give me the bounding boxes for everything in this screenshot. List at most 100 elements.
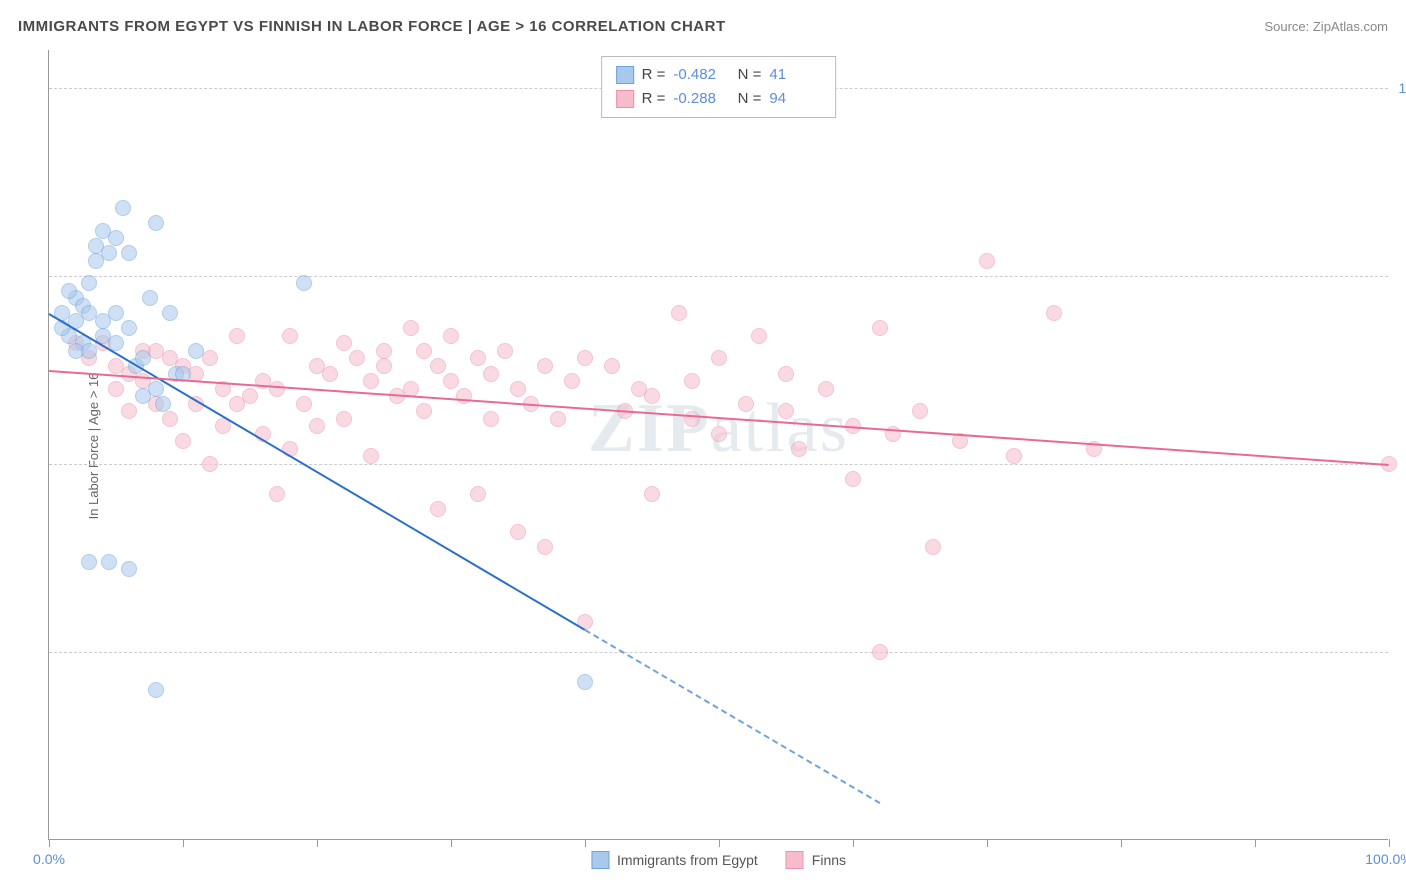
regression-line-dashed [584,629,880,804]
data-point [108,305,124,321]
stat-r-value: -0.288 [673,87,725,111]
data-point [336,411,352,427]
data-point [872,320,888,336]
legend-swatch [591,851,609,869]
data-point [550,411,566,427]
x-tick [1255,839,1256,847]
chart-container: ZIPatlas 25.0%50.0%75.0%100.0%0.0%100.0%… [48,50,1388,840]
data-point [537,358,553,374]
data-point [604,358,620,374]
data-point [644,388,660,404]
data-point [791,441,807,457]
source-label: Source: ZipAtlas.com [1264,19,1388,34]
gridline [49,652,1388,653]
data-point [456,388,472,404]
data-point [577,350,593,366]
stat-n-value: 94 [769,87,821,111]
data-point [684,411,700,427]
legend-label: Immigrants from Egypt [617,852,758,868]
stats-row: R = -0.288 N = 94 [616,87,822,111]
data-point [510,381,526,397]
legend-item: Immigrants from Egypt [591,851,758,869]
data-point [121,403,137,419]
data-point [81,554,97,570]
stat-r-label: R = [642,87,666,111]
data-point [101,245,117,261]
gridline [49,464,1388,465]
x-tick [585,839,586,847]
data-point [470,486,486,502]
data-point [376,358,392,374]
data-point [363,448,379,464]
data-point [269,486,285,502]
data-point [912,403,928,419]
data-point [711,350,727,366]
data-point [101,554,117,570]
data-point [121,320,137,336]
data-point [483,366,499,382]
data-point [121,245,137,261]
data-point [564,373,580,389]
data-point [202,456,218,472]
legend-swatch [786,851,804,869]
stats-row: R = -0.482 N = 41 [616,63,822,87]
data-point [979,253,995,269]
data-point [577,674,593,690]
x-tick [719,839,720,847]
data-point [430,501,446,517]
data-point [537,539,553,555]
bottom-legend: Immigrants from Egypt Finns [591,851,846,869]
legend-item: Finns [786,851,846,869]
x-tick [183,839,184,847]
data-point [443,373,459,389]
data-point [175,433,191,449]
data-point [148,215,164,231]
x-tick [853,839,854,847]
gridline [49,276,1388,277]
legend-label: Finns [812,852,846,868]
data-point [684,373,700,389]
x-tick [1389,839,1390,847]
x-tick [49,839,50,847]
chart-title: IMMIGRANTS FROM EGYPT VS FINNISH IN LABO… [18,18,726,35]
x-tick [987,839,988,847]
data-point [155,396,171,412]
stat-r-value: -0.482 [673,63,725,87]
data-point [925,539,941,555]
data-point [349,350,365,366]
data-point [229,328,245,344]
data-point [309,418,325,434]
data-point [296,275,312,291]
data-point [142,290,158,306]
data-point [1006,448,1022,464]
data-point [671,305,687,321]
data-point [81,275,97,291]
data-point [269,381,285,397]
x-tick [1121,839,1122,847]
data-point [403,320,419,336]
data-point [711,426,727,442]
data-point [376,343,392,359]
data-point [61,283,77,299]
data-point [363,373,379,389]
data-point [778,366,794,382]
data-point [202,350,218,366]
data-point [282,328,298,344]
data-point [644,486,660,502]
data-point [1046,305,1062,321]
data-point [108,381,124,397]
legend-swatch [616,66,634,84]
stat-n-label: N = [733,63,761,87]
data-point [738,396,754,412]
stat-n-value: 41 [769,63,821,87]
data-point [416,403,432,419]
stats-box: R = -0.482 N = 41R = -0.288 N = 94 [601,56,837,118]
data-point [242,388,258,404]
data-point [121,561,137,577]
data-point [336,335,352,351]
data-point [497,343,513,359]
data-point [148,381,164,397]
data-point [81,343,97,359]
data-point [778,403,794,419]
y-tick-label: 100.0% [1399,80,1406,96]
